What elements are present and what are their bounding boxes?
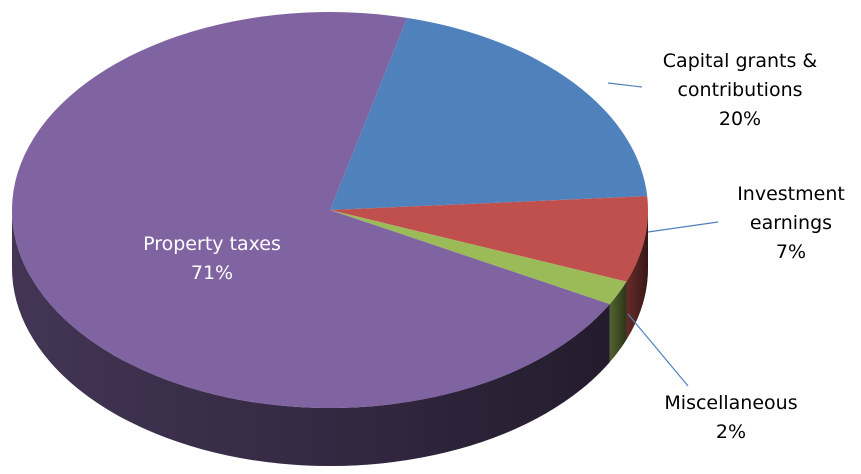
data-label-name-0-1: contributions	[677, 79, 802, 101]
leader-line-0	[607, 82, 643, 88]
data-labels: Capital grants & contributions 20% Investme…	[143, 50, 845, 443]
data-label-name-1-0: Investment	[737, 183, 845, 205]
data-label-name-2-0: Miscellaneous	[664, 392, 797, 414]
leader-line-1	[647, 221, 719, 233]
data-label-name-1-1: earnings	[750, 212, 832, 234]
pie-top-layer	[11, 12, 648, 409]
slice-side-shade-2	[609, 281, 627, 363]
slice-0	[330, 17, 648, 211]
data-label-name-0-0: Capital grants &	[663, 50, 818, 72]
slice-1	[330, 196, 648, 282]
slice-side-shade-3	[11, 210, 610, 466]
data-label-pct-0-2: 20%	[719, 108, 761, 130]
data-label-name-3-0: Property taxes	[143, 233, 281, 255]
slice-2	[330, 210, 627, 305]
pie-side-layer	[11, 210, 648, 466]
leader-line-2	[627, 313, 689, 387]
slice-3	[11, 12, 610, 409]
data-label-pct-1-2: 7%	[776, 241, 806, 263]
slice-side-shade-1	[626, 210, 648, 340]
leader-lines	[607, 82, 719, 387]
data-label-pct-3-1: 71%	[191, 262, 233, 284]
data-label-pct-2-1: 2%	[716, 421, 746, 443]
